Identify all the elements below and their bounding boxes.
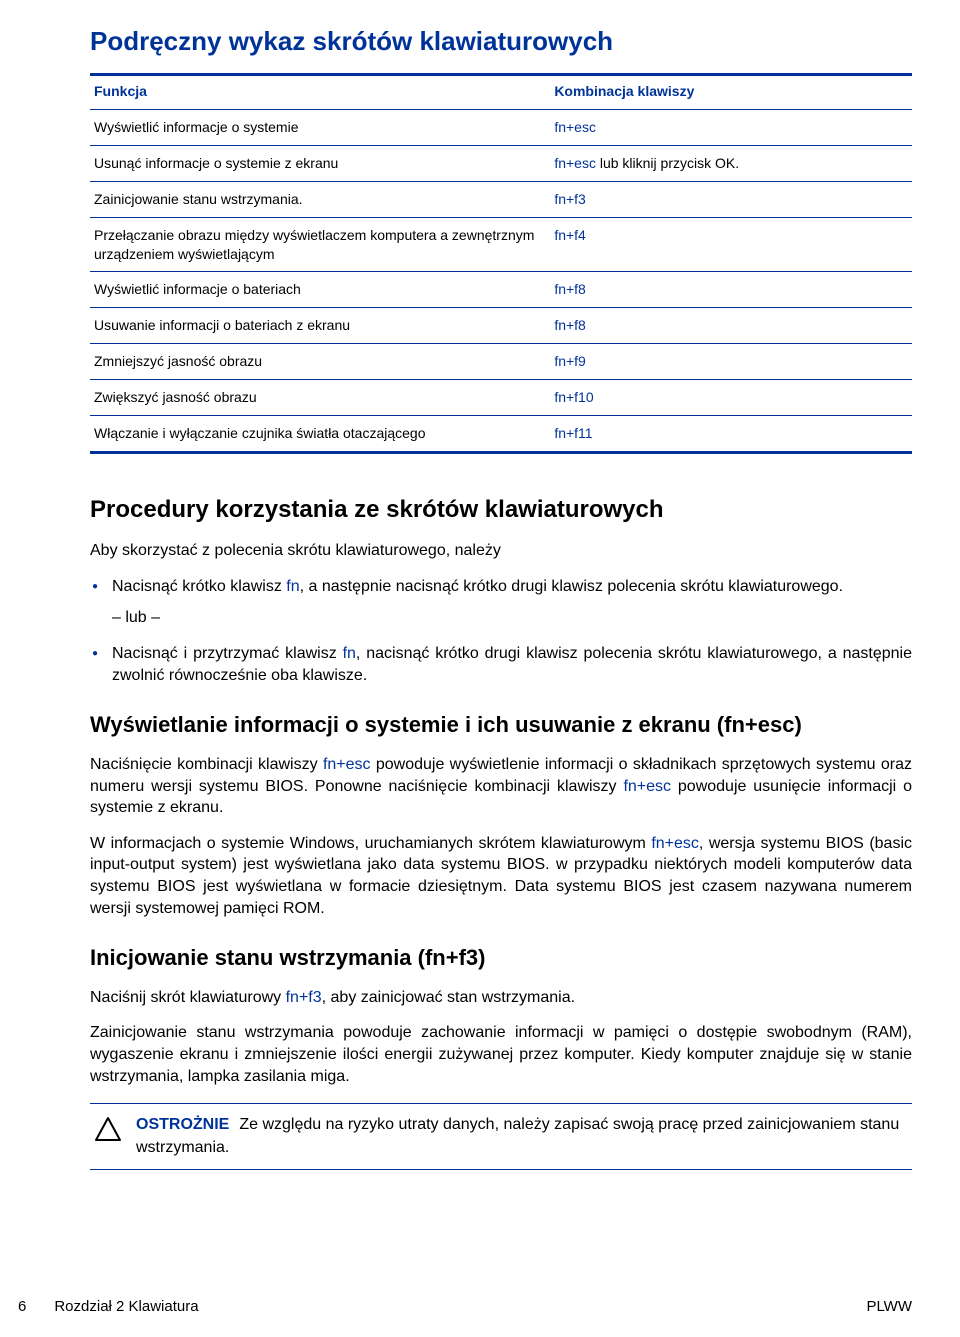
shortcuts-table: Funkcja Kombinacja klawiszy Wyświetlić i…: [90, 73, 912, 454]
cell-combo: fn+esc lub kliknij przycisk OK.: [550, 145, 912, 181]
sysinfo-p1-kbd2: fn+esc: [623, 778, 671, 795]
table-row: Zainicjowanie stanu wstrzymania.fn+f3: [90, 181, 912, 217]
bullet2-kbd: fn: [343, 645, 356, 662]
cell-combo: fn+f3: [550, 181, 912, 217]
standby-p1-b: , aby zainicjować stan wstrzymania.: [322, 989, 575, 1006]
bullet-item-2: Nacisnąć i przytrzymać klawisz fn, nacis…: [112, 643, 912, 686]
bullet1-kbd: fn: [286, 578, 299, 595]
cell-combo: fn+f9: [550, 344, 912, 380]
table-row: Usunąć informacje o systemie z ekranufn+…: [90, 145, 912, 181]
or-separator: – lub –: [112, 607, 912, 629]
cell-function: Wyświetlić informacje o systemie: [90, 109, 550, 145]
table-row: Usuwanie informacji o bateriach z ekranu…: [90, 308, 912, 344]
cell-function: Zmniejszyć jasność obrazu: [90, 344, 550, 380]
sysinfo-p2-kbd: fn+esc: [651, 835, 699, 852]
cell-combo: fn+f8: [550, 272, 912, 308]
cell-function: Wyświetlić informacje o bateriach: [90, 272, 550, 308]
table-row: Zwiększyć jasność obrazufn+f10: [90, 380, 912, 416]
caution-label: OSTROŻNIE: [136, 1116, 229, 1133]
table-row: Zmniejszyć jasność obrazufn+f9: [90, 344, 912, 380]
bullet2-pre: Nacisnąć i przytrzymać klawisz: [112, 645, 343, 662]
kbd-text: fn+f11: [554, 425, 592, 441]
caution-icon: [94, 1116, 122, 1149]
standby-p1: Naciśnij skrót klawiaturowy fn+f3, aby z…: [90, 987, 912, 1009]
standby-p1-a: Naciśnij skrót klawiaturowy: [90, 989, 286, 1006]
cell-function: Usuwanie informacji o bateriach z ekranu: [90, 308, 550, 344]
cell-combo: fn+f8: [550, 308, 912, 344]
sysinfo-p2: W informacjach o systemie Windows, uruch…: [90, 833, 912, 919]
cell-combo: fn+f4: [550, 217, 912, 272]
procedures-intro: Aby skorzystać z polecenia skrótu klawia…: [90, 540, 912, 562]
footer-page-num: 6: [18, 1297, 26, 1317]
kbd-text: fn+esc: [554, 155, 596, 171]
heading-standby: Inicjowanie stanu wstrzymania (fn+f3): [90, 943, 912, 973]
sysinfo-p2-a: W informacjach o systemie Windows, uruch…: [90, 835, 651, 852]
cell-combo: fn+esc: [550, 109, 912, 145]
heading-sysinfo: Wyświetlanie informacji o systemie i ich…: [90, 710, 912, 740]
sysinfo-p1-a: Naciśnięcie kombinacji klawiszy: [90, 756, 323, 773]
cell-combo: fn+f10: [550, 380, 912, 416]
col-header-combo: Kombinacja klawiszy: [550, 75, 912, 110]
sysinfo-p1: Naciśnięcie kombinacji klawiszy fn+esc p…: [90, 754, 912, 819]
kbd-text: fn+f10: [554, 389, 593, 405]
caution-box: OSTROŻNIEZe względu na ryzyko utraty dan…: [90, 1103, 912, 1170]
caution-content: OSTROŻNIEZe względu na ryzyko utraty dan…: [136, 1114, 908, 1159]
footer-chapter: Rozdział 2 Klawiatura: [54, 1297, 198, 1317]
footer-right: PLWW: [866, 1297, 912, 1317]
kbd-text: fn+f3: [554, 191, 586, 207]
table-row: Wyświetlić informacje o bateriachfn+f8: [90, 272, 912, 308]
standby-p2: Zainicjowanie stanu wstrzymania powoduje…: [90, 1022, 912, 1087]
page-title: Podręczny wykaz skrótów klawiaturowych: [90, 24, 912, 59]
table-row: Wyświetlić informacje o systemiefn+esc: [90, 109, 912, 145]
table-row: Włączanie i wyłączanie czujnika światła …: [90, 416, 912, 453]
cell-function: Włączanie i wyłączanie czujnika światła …: [90, 416, 550, 453]
heading-procedures: Procedury korzystania ze skrótów klawiat…: [90, 494, 912, 526]
page-footer: 6 Rozdział 2 Klawiatura PLWW: [0, 1297, 960, 1317]
kbd-text: fn+esc: [554, 119, 596, 135]
combo-suffix: lub kliknij przycisk OK.: [596, 155, 739, 171]
cell-function: Przełączanie obrazu między wyświetlaczem…: [90, 217, 550, 272]
cell-combo: fn+f11: [550, 416, 912, 453]
cell-function: Usunąć informacje o systemie z ekranu: [90, 145, 550, 181]
caution-text: Ze względu na ryzyko utraty danych, nale…: [136, 1116, 899, 1155]
kbd-text: fn+f4: [554, 227, 586, 243]
cell-function: Zwiększyć jasność obrazu: [90, 380, 550, 416]
bullet1-post: , a następnie nacisnąć krótko drugi klaw…: [300, 578, 843, 595]
sysinfo-p1-kbd1: fn+esc: [323, 756, 371, 773]
bullet1-pre: Nacisnąć krótko klawisz: [112, 578, 286, 595]
col-header-function: Funkcja: [90, 75, 550, 110]
kbd-text: fn+f8: [554, 317, 586, 333]
cell-function: Zainicjowanie stanu wstrzymania.: [90, 181, 550, 217]
table-row: Przełączanie obrazu między wyświetlaczem…: [90, 217, 912, 272]
kbd-text: fn+f9: [554, 353, 586, 369]
standby-p1-kbd: fn+f3: [286, 989, 322, 1006]
bullet-item-1: Nacisnąć krótko klawisz fn, a następnie …: [112, 576, 912, 629]
kbd-text: fn+f8: [554, 281, 586, 297]
